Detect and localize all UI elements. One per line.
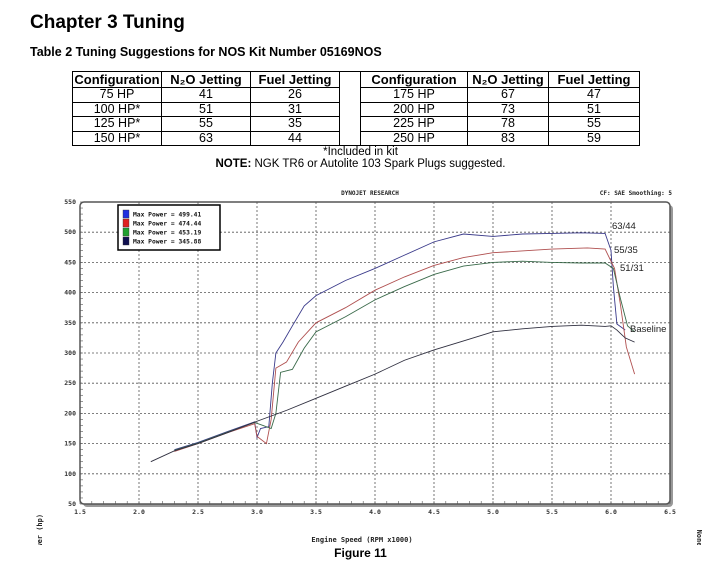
x-tick-label: 4.5 bbox=[428, 508, 440, 516]
x-tick-label: 1.5 bbox=[74, 508, 86, 516]
legend-swatch bbox=[122, 218, 130, 228]
col-n2o-jetting: N₂O Jetting bbox=[161, 71, 251, 88]
chart-title: DYNOJET RESEARCH bbox=[341, 190, 399, 197]
series-label: 63/44 bbox=[612, 221, 636, 232]
tuning-table: Configuration N₂O Jetting Fuel Jetting C… bbox=[72, 71, 640, 146]
legend-entry: Max Power = 474.44 bbox=[133, 221, 201, 228]
x-tick-label: 6.0 bbox=[605, 508, 617, 516]
series-line-5131 bbox=[174, 260, 635, 451]
table-gap bbox=[339, 131, 361, 146]
note-label: NOTE: bbox=[215, 158, 252, 170]
right-axis-label: None bbox=[695, 530, 703, 545]
table-gap bbox=[339, 102, 361, 117]
note-text: NGK TR6 or Autolite 103 Spark Plugs sugg… bbox=[251, 158, 506, 170]
table-title: Table 2 Tuning Suggestions for NOS Kit N… bbox=[30, 45, 382, 59]
y-tick-label: 500 bbox=[64, 228, 76, 236]
table-note: NOTE: NGK TR6 or Autolite 103 Spark Plug… bbox=[0, 158, 721, 170]
legend-entry: Max Power = 345.88 bbox=[133, 239, 201, 246]
table-gap bbox=[339, 116, 361, 131]
y-tick-label: 350 bbox=[64, 319, 76, 327]
series-line-5535 bbox=[174, 247, 636, 452]
x-axis-label: Engine Speed (RPM x1000) bbox=[311, 536, 412, 544]
x-tick-label: 6.5 bbox=[664, 508, 676, 516]
legend-box bbox=[117, 204, 221, 251]
table-gap bbox=[339, 87, 361, 102]
legend-swatch bbox=[122, 209, 130, 219]
col-configuration: Configuration bbox=[72, 71, 162, 88]
table-cell: 78 bbox=[467, 116, 549, 132]
table-cell: 125 HP* bbox=[72, 116, 162, 132]
y-tick-label: 300 bbox=[64, 349, 76, 357]
legend-entry: Max Power = 453.19 bbox=[133, 230, 201, 237]
y-tick-label: 250 bbox=[64, 379, 76, 387]
table-cell: 150 HP* bbox=[72, 130, 162, 146]
chapter-heading: Chapter 3 Tuning bbox=[30, 12, 185, 33]
table-cell: 44 bbox=[250, 130, 340, 146]
table-cell: 41 bbox=[161, 87, 251, 103]
table-cell: 67 bbox=[467, 87, 549, 103]
y-axis-label: Power (hp) bbox=[36, 514, 44, 545]
table-cell: 200 HP bbox=[360, 101, 468, 117]
series-label: Baseline bbox=[630, 324, 666, 335]
table-cell: 55 bbox=[161, 116, 251, 132]
x-tick-label: 5.0 bbox=[487, 508, 499, 516]
table-cell: 26 bbox=[250, 87, 340, 103]
col-n2o-jetting: N₂O Jetting bbox=[467, 71, 549, 88]
table-cell: 250 HP bbox=[360, 130, 468, 146]
table-row: 150 HP* 63 44 250 HP 83 59 bbox=[72, 130, 640, 146]
legend-swatch bbox=[122, 227, 130, 237]
y-tick-label: 450 bbox=[64, 258, 76, 266]
table-row: 100 HP* 51 31 200 HP 73 51 bbox=[72, 101, 640, 117]
table-header-row: Configuration N₂O Jetting Fuel Jetting C… bbox=[72, 71, 640, 88]
col-fuel-jetting: Fuel Jetting bbox=[250, 71, 340, 88]
table-cell: 63 bbox=[161, 130, 251, 146]
table-cell: 51 bbox=[548, 101, 640, 117]
y-tick-label: 50 bbox=[68, 500, 76, 508]
series-line-6344 bbox=[174, 232, 626, 451]
series-line-baseline bbox=[150, 324, 635, 463]
legend-swatch bbox=[122, 236, 130, 246]
table-cell: 175 HP bbox=[360, 87, 468, 103]
y-tick-label: 150 bbox=[64, 440, 76, 448]
series-label: 55/35 bbox=[614, 245, 638, 256]
table-cell: 75 HP bbox=[72, 87, 162, 103]
table-cell: 83 bbox=[467, 130, 549, 146]
col-fuel-jetting: Fuel Jetting bbox=[548, 71, 640, 88]
table-cell: 51 bbox=[161, 101, 251, 117]
x-tick-label: 2.5 bbox=[192, 508, 204, 516]
table-cell: 59 bbox=[548, 130, 640, 146]
figure-caption: Figure 11 bbox=[334, 546, 387, 560]
x-tick-label: 5.5 bbox=[546, 508, 558, 516]
x-tick-label: 3.5 bbox=[310, 508, 322, 516]
table-cell: 31 bbox=[250, 101, 340, 117]
col-configuration: Configuration bbox=[360, 71, 468, 88]
table-cell: 100 HP* bbox=[72, 101, 162, 117]
table-cell: 225 HP bbox=[360, 116, 468, 132]
table-cell: 47 bbox=[548, 87, 640, 103]
y-tick-label: 400 bbox=[64, 289, 76, 297]
y-tick-label: 200 bbox=[64, 409, 76, 417]
table-row: 75 HP 41 26 175 HP 67 47 bbox=[72, 87, 640, 103]
table-cell: 35 bbox=[250, 116, 340, 132]
y-tick-label: 100 bbox=[64, 470, 76, 478]
x-tick-label: 3.0 bbox=[251, 508, 263, 516]
y-tick-label: 550 bbox=[64, 198, 76, 206]
table-row: 125 HP* 55 35 225 HP 78 55 bbox=[72, 116, 640, 132]
x-tick-label: 4.0 bbox=[369, 508, 381, 516]
x-tick-label: 2.0 bbox=[133, 508, 145, 516]
chart-settings: CF: SAE Smoothing: 5 bbox=[600, 190, 673, 197]
series-label: 51/31 bbox=[620, 263, 644, 274]
table-cell: 73 bbox=[467, 101, 549, 117]
table-gap bbox=[339, 71, 361, 88]
legend-entry: Max Power = 499.41 bbox=[133, 212, 201, 219]
table-cell: 55 bbox=[548, 116, 640, 132]
table-footnote: *Included in kit bbox=[323, 146, 398, 158]
dyno-chart: 1.5 2.0 2.5 3.0 3.5 4.0 4.5 5.0 5.5 6.0 6.5 50 100 15… bbox=[36, 190, 703, 545]
